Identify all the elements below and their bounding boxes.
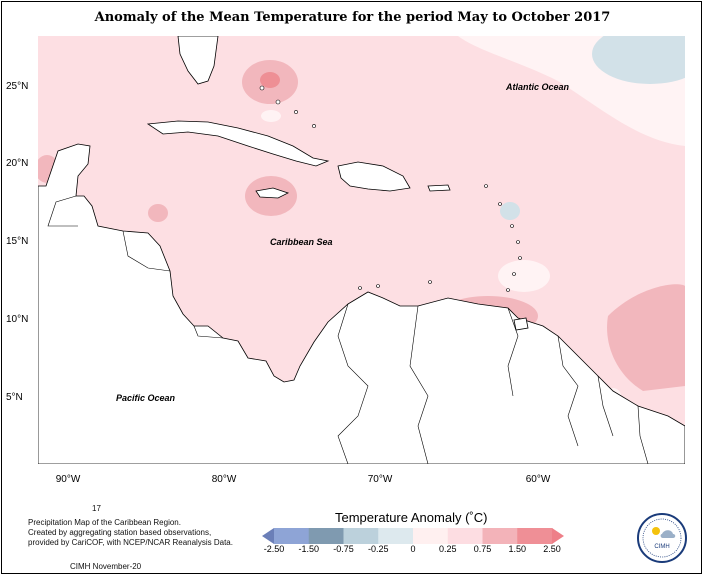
small-warm-patch	[148, 204, 168, 222]
legend-tick-label: 0.25	[438, 544, 457, 554]
legend-tick-label: -1.50	[298, 544, 319, 554]
negative-anomaly-core	[592, 36, 685, 84]
x-tick-60w: 60°W	[525, 474, 551, 485]
legend-swatch	[482, 528, 518, 544]
near-zero-patch-antilles	[498, 260, 550, 292]
y-tick-20n: 20°N	[6, 158, 29, 169]
legend-tick-label: 0.75	[473, 544, 492, 554]
sun-icon	[652, 527, 660, 535]
label-pacific-ocean: Pacific Ocean	[116, 393, 176, 403]
legend-swatch	[378, 528, 414, 544]
y-tick-10n: 10°N	[6, 314, 29, 325]
land-cuba	[146, 120, 330, 167]
legend-tick-label: 0	[410, 544, 416, 554]
note-line-2: Created by aggregating station based obs…	[28, 528, 212, 537]
borders	[47, 195, 649, 464]
y-tick-5n: 5°N	[6, 392, 23, 403]
legend-swatch	[308, 528, 344, 544]
legend-tick-label: -0.75	[333, 544, 354, 554]
note-line-1: Precipitation Map of the Caribbean Regio…	[28, 518, 181, 527]
land-jamaica	[255, 187, 290, 199]
legend-colorbar	[262, 528, 564, 544]
land-florida	[177, 36, 219, 85]
land-hispaniola	[337, 161, 411, 192]
note-line-3: provided by CariCOF, with NCEP/NCAR Rean…	[28, 538, 233, 547]
land-group	[38, 36, 685, 464]
small-islands	[259, 85, 522, 292]
anomaly-map	[38, 36, 685, 464]
note-credit: CIMH November-20	[70, 562, 142, 571]
legend-swatch	[552, 528, 564, 544]
legend-swatch	[262, 528, 274, 544]
logo-text: CIMH	[654, 544, 669, 550]
map-panel: Atlantic Ocean Caribbean Sea Pacific Oce…	[38, 36, 685, 464]
legend-tick-label: -2.50	[263, 544, 285, 554]
x-tick-80w: 80°W	[211, 474, 237, 485]
legend-swatch	[447, 528, 483, 544]
cimh-logo: CIMH	[636, 512, 688, 564]
land-trinidad	[513, 317, 529, 331]
label-atlantic-ocean: Atlantic Ocean	[506, 82, 570, 92]
legend-swatch	[517, 528, 553, 544]
land-puerto-rico	[427, 184, 451, 192]
legend-swatch	[343, 528, 379, 544]
cloud-icon	[660, 530, 676, 538]
label-caribbean-sea: Caribbean Sea	[270, 237, 333, 247]
legend-tick-label: -0.25	[367, 544, 389, 554]
map-title: Anomaly of the Mean Temperature for the …	[94, 10, 611, 25]
note-number: 17	[92, 504, 101, 513]
x-tick-70w: 70°W	[367, 474, 393, 485]
land-south-central-america	[38, 143, 685, 464]
legend-swatch	[413, 528, 449, 544]
y-tick-25n: 25°N	[6, 81, 29, 92]
negative-patch-leeward	[500, 202, 520, 220]
legend-tick-label: 1.50	[508, 544, 527, 554]
legend-swatch	[274, 528, 310, 544]
y-tick-15n: 15°N	[6, 236, 29, 247]
bahamas-hot-spot	[260, 72, 280, 88]
east-warm-patch	[607, 284, 685, 391]
x-tick-90w: 90°W	[55, 474, 81, 485]
near-zero-patch-cuba	[261, 110, 281, 122]
legend-tick-label: 2.50	[543, 544, 561, 554]
legend-title: Temperature Anomaly (˚C)	[335, 510, 488, 525]
